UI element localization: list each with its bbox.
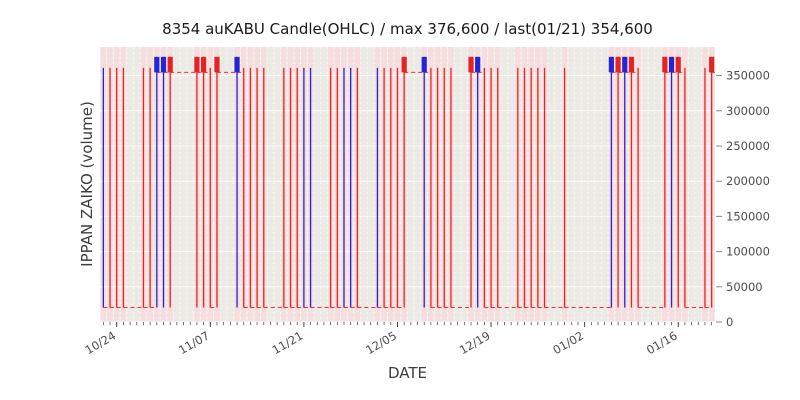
y-tick-label: 250000 — [726, 139, 770, 153]
nontrading-day-band — [461, 47, 468, 322]
nontrading-day-band — [361, 47, 367, 322]
nontrading-day-band — [227, 47, 234, 322]
nontrading-day-band — [274, 47, 280, 322]
nontrading-day-band — [642, 47, 648, 322]
x-tick-label: 01/16 — [644, 328, 680, 357]
x-tick-label: 12/19 — [457, 328, 493, 357]
nontrading-day-band — [367, 47, 374, 322]
x-tick-label: 11/07 — [176, 328, 212, 357]
nontrading-day-band — [575, 47, 581, 322]
nontrading-day-band — [174, 47, 180, 322]
candle-body — [154, 56, 160, 73]
candle-body — [608, 56, 614, 73]
nontrading-day-band — [595, 47, 601, 322]
candle-body — [628, 56, 635, 73]
candle-body — [194, 56, 200, 73]
candle-body — [675, 56, 681, 73]
nontrading-day-band — [180, 47, 187, 322]
candle-body — [615, 56, 621, 73]
y-tick-label: 300000 — [726, 104, 770, 118]
chart-title: 8354 auKABU Candle(OHLC) / max 376,600 /… — [162, 20, 653, 38]
candle-body — [668, 56, 675, 73]
nontrading-day-band — [688, 47, 695, 322]
candle-body — [201, 56, 207, 73]
x-axis-label: DATE — [387, 364, 428, 382]
x-tick-label: 12/05 — [363, 328, 399, 357]
nontrading-day-band — [568, 47, 575, 322]
y-tick-label: 350000 — [726, 69, 770, 83]
candle-body — [468, 56, 474, 73]
nontrading-day-band — [501, 47, 508, 322]
nontrading-day-band — [321, 47, 327, 322]
x-tick-label: 10/24 — [82, 328, 118, 357]
y-tick-label: 200000 — [726, 174, 770, 188]
nontrading-day-band — [314, 47, 320, 322]
nontrading-day-band — [508, 47, 514, 322]
nontrading-day-band — [695, 47, 702, 322]
nontrading-day-band — [220, 47, 227, 322]
nontrading-day-band — [581, 47, 588, 322]
candle-body — [622, 56, 628, 73]
candle-body — [234, 56, 240, 73]
nontrading-day-band — [408, 47, 414, 322]
y-tick-label: 0 — [726, 315, 733, 329]
y-tick-label: 50000 — [726, 280, 763, 294]
candle-body — [167, 56, 173, 73]
nontrading-day-band — [414, 47, 421, 322]
candle-body — [709, 56, 715, 73]
nontrading-day-band — [187, 47, 193, 322]
nontrading-day-band — [555, 47, 561, 322]
nontrading-day-band — [134, 47, 140, 322]
x-tick-label: 11/21 — [270, 328, 306, 357]
nontrading-day-band — [588, 47, 595, 322]
nontrading-day-band — [267, 47, 274, 322]
candle-body — [421, 56, 427, 73]
nontrading-day-band — [601, 47, 608, 322]
y-tick-label: 100000 — [726, 245, 770, 259]
candle-body — [475, 56, 481, 73]
nontrading-day-band — [655, 47, 661, 322]
candle-body — [662, 56, 668, 73]
candle-body — [160, 56, 167, 73]
nontrading-day-band — [648, 47, 655, 322]
nontrading-day-band — [127, 47, 133, 322]
candle-body — [401, 56, 407, 73]
nontrading-day-band — [548, 47, 554, 322]
x-tick-label: 01/02 — [550, 328, 586, 357]
candle-body — [214, 56, 220, 73]
nontrading-day-band — [454, 47, 461, 322]
y-tick-label: 150000 — [726, 209, 770, 223]
